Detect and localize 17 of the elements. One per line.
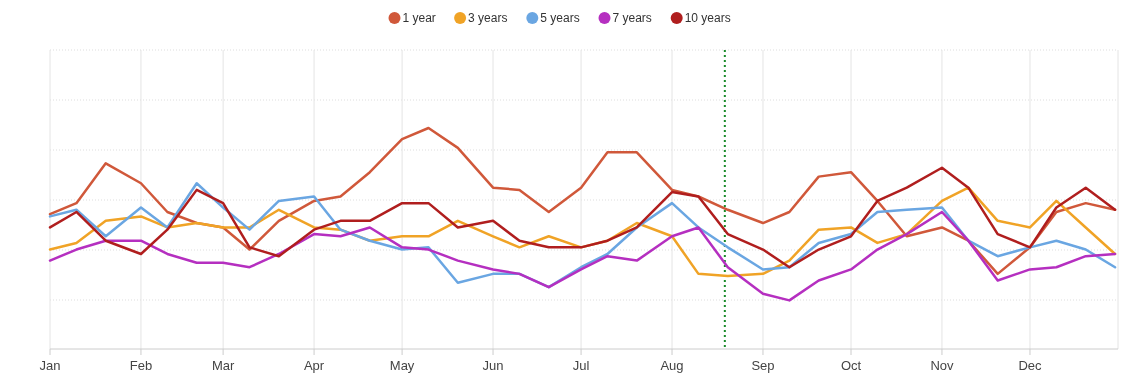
- x-tick-label: Jan: [39, 358, 61, 373]
- x-tick-label: Dec: [1018, 358, 1043, 373]
- legend-label: 5 years: [540, 11, 580, 25]
- x-tick-label: Jun: [482, 358, 504, 373]
- x-tick-label: Nov: [930, 358, 955, 373]
- x-tick-label: Jul: [572, 358, 590, 373]
- x-tick-label: Feb: [129, 358, 153, 373]
- x-tick-label: May: [389, 358, 415, 373]
- x-tick-label: Mar: [211, 358, 235, 373]
- legend-label: 1 year: [402, 11, 436, 25]
- legend-label: 10 years: [684, 11, 731, 25]
- legend-label: 3 years: [468, 11, 508, 25]
- x-tick-label: Sep: [751, 358, 775, 373]
- legend-label: 7 years: [612, 11, 652, 25]
- x-tick-label: Aug: [660, 358, 684, 373]
- x-tick-label: Oct: [840, 358, 862, 373]
- x-tick-label: Apr: [303, 358, 325, 373]
